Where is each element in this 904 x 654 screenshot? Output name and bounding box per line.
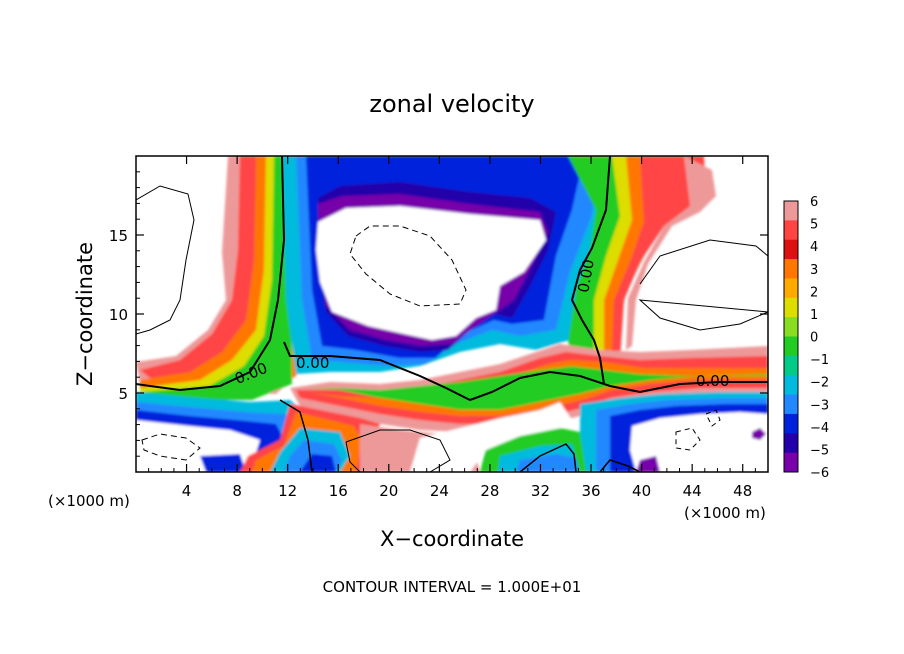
x-tick-label: 36 bbox=[581, 482, 600, 500]
y-tick-label: 10 bbox=[109, 306, 128, 324]
x-tick-label: 44 bbox=[683, 482, 702, 500]
contour-positive-lc bbox=[345, 429, 451, 472]
x-tick-label: 28 bbox=[480, 482, 499, 500]
colorbar-swatch bbox=[784, 355, 798, 376]
contour-positive-ur bbox=[638, 239, 768, 331]
colorbar-swatch bbox=[784, 297, 798, 318]
field-band-lower-left-stripe bbox=[200, 454, 246, 472]
colorbar-tick-label: −6 bbox=[810, 466, 829, 481]
field-band-left-yellow bbox=[140, 156, 292, 396]
colorbar-swatch bbox=[784, 336, 798, 357]
colorbar-swatch bbox=[784, 317, 798, 337]
colorbar-tick-label: −5 bbox=[810, 443, 829, 458]
colorbar: 6 5 4 3 2 1 0 −1 −2 −3 −4 −5 −6 bbox=[783, 195, 829, 481]
x-tick-label: 40 bbox=[632, 482, 651, 500]
colorbar-swatch bbox=[784, 220, 798, 241]
field-band-right-red bbox=[612, 156, 706, 360]
x-tick-label: 8 bbox=[232, 482, 242, 500]
colorbar-tick-label: 5 bbox=[810, 218, 818, 233]
contour-zero-right bbox=[570, 156, 611, 385]
field-band-lower-right-bluepocket bbox=[516, 454, 578, 472]
colorbar-tick-label: −4 bbox=[810, 421, 829, 436]
plot-area: 0.00 0.00 0.00 0.00 bbox=[136, 156, 768, 472]
x-tick-label: 24 bbox=[430, 482, 449, 500]
colorbar-frame bbox=[783, 200, 799, 473]
colorbar-swatch bbox=[784, 375, 798, 396]
colorbar-swatch bbox=[784, 433, 798, 454]
y-tick-label: 15 bbox=[109, 227, 128, 245]
x-tick-label: 4 bbox=[182, 482, 192, 500]
x-tick-label: 32 bbox=[531, 482, 550, 500]
field-band-mid-green bbox=[306, 366, 768, 410]
velocity-field bbox=[136, 156, 768, 472]
colorbar-swatch bbox=[784, 259, 798, 279]
colorbar-tick-label: 3 bbox=[810, 263, 818, 278]
contour-zero-lower bbox=[279, 399, 641, 472]
y-tick-label: 5 bbox=[118, 385, 128, 403]
y-axis: 5 10 15 bbox=[109, 171, 768, 457]
field-blob-small-purple bbox=[752, 428, 766, 440]
contour-zero-mid bbox=[283, 341, 768, 402]
contour-positive-ul bbox=[136, 185, 195, 335]
field-core-dome-white bbox=[316, 206, 546, 340]
colorbar-swatch bbox=[784, 413, 798, 434]
contour-label-3: 0.00 bbox=[574, 258, 598, 294]
field-band-lower-mid-navy bbox=[300, 454, 336, 472]
contour-label-2: 0.00 bbox=[296, 354, 329, 372]
colorbar-swatch bbox=[784, 239, 798, 260]
colorbar-tick-label: −3 bbox=[810, 398, 829, 413]
x-axis: 4 8 12 16 20 24 28 32 36 40 44 48 bbox=[148, 156, 756, 500]
colorbar-tick-label: 0 bbox=[810, 331, 818, 346]
contour-lines bbox=[136, 156, 768, 472]
x-axis-unit: (×1000 m) bbox=[684, 504, 766, 522]
colorbar-swatch bbox=[784, 201, 798, 221]
x-tick-label: 48 bbox=[733, 482, 752, 500]
contour-zero-left bbox=[136, 156, 286, 392]
contour-negative-dome bbox=[349, 225, 467, 307]
colorbar-swatch bbox=[784, 278, 798, 299]
colorbar-tick-label: 4 bbox=[810, 240, 818, 255]
x-axis-label: X−coordinate bbox=[380, 527, 524, 551]
field-band-left-green bbox=[140, 156, 292, 400]
chart-title: zonal velocity bbox=[369, 90, 534, 118]
y-axis-label: Z−coordinate bbox=[73, 242, 97, 386]
field-band-right-pink bbox=[626, 156, 716, 350]
x-tick-label: 16 bbox=[329, 482, 348, 500]
colorbar-swatch bbox=[784, 394, 798, 415]
contour-negative-lr bbox=[675, 409, 721, 451]
colorbar-tick-label: 6 bbox=[810, 195, 818, 210]
colorbar-tick-label: 2 bbox=[810, 285, 818, 300]
contour-label-4: 0.00 bbox=[696, 372, 729, 390]
colorbar-tick-label: −1 bbox=[810, 353, 829, 368]
field-core-lower-center-white bbox=[410, 402, 572, 472]
contour-interval-footer: CONTOUR INTERVAL = 1.000E+01 bbox=[323, 578, 582, 596]
colorbar-tick-label: −2 bbox=[810, 376, 829, 391]
colorbar-tick-label: 1 bbox=[810, 308, 818, 323]
x-tick-label: 12 bbox=[278, 482, 297, 500]
contour-negative-ll bbox=[141, 433, 201, 461]
x-tick-label: 20 bbox=[379, 482, 398, 500]
colorbar-swatch bbox=[784, 452, 798, 473]
field-core-lower-right-white bbox=[630, 412, 768, 472]
y-axis-unit: (×1000 m) bbox=[48, 492, 130, 510]
